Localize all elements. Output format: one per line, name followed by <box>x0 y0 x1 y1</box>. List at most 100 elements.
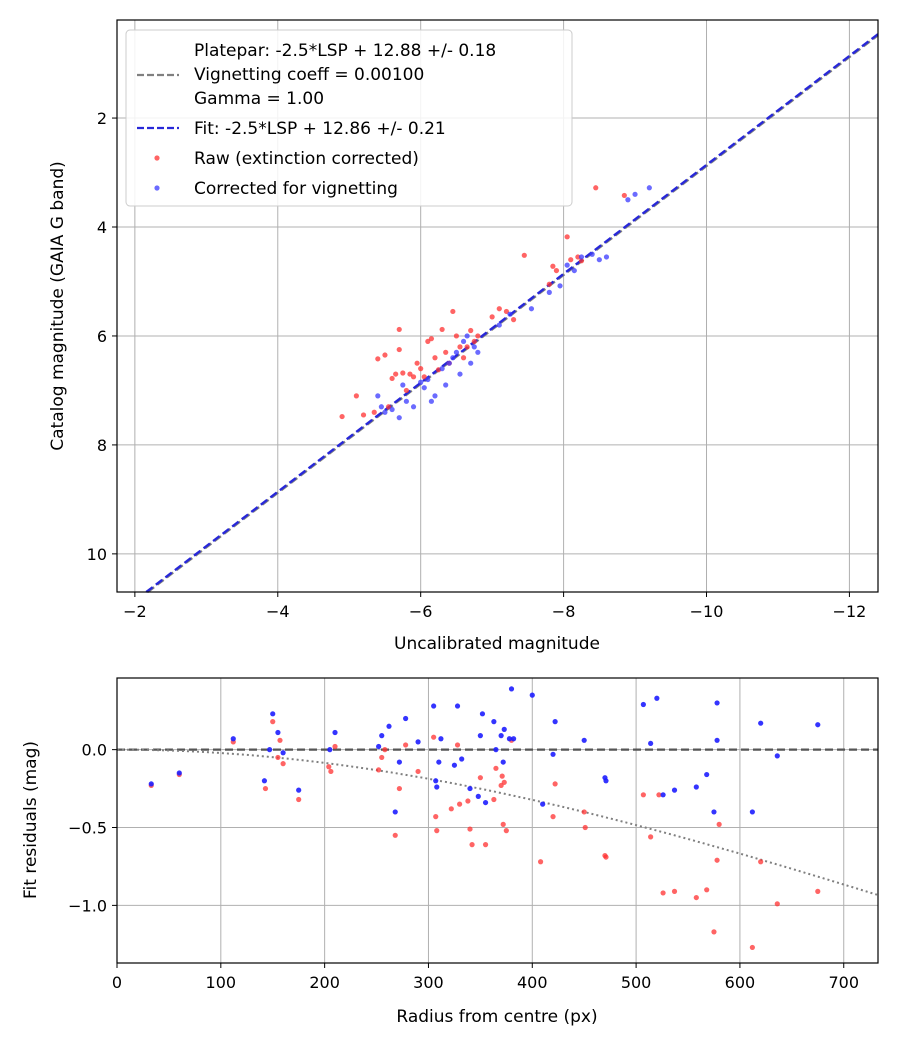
bottom-corrected-point <box>270 711 276 717</box>
bottom-raw-point <box>714 857 720 863</box>
bottom-corrected-point <box>327 747 333 753</box>
top-raw-point <box>353 393 359 399</box>
top-raw-point <box>464 344 470 350</box>
bottom-corrected-point <box>403 715 409 722</box>
bottom-y-ticks: 0.0 −0.5 −1.0 <box>68 741 117 915</box>
bottom-raw-point <box>758 859 764 865</box>
top-x-tick-label: −10 <box>690 602 724 621</box>
top-raw-point <box>621 192 627 199</box>
top-raw-point <box>553 267 560 274</box>
top-corrected-point <box>396 415 402 421</box>
bottom-raw-point <box>382 747 388 753</box>
bottom-corrected-point <box>386 723 392 729</box>
bottom-raw-point <box>671 888 678 894</box>
bottom-corrected-point <box>581 737 587 743</box>
legend-platepar-line-1: Platepar: -2.5*LSP + 12.88 +/- 0.18 <box>194 41 496 61</box>
top-raw-point <box>568 257 574 263</box>
bottom-raw-point <box>415 768 421 775</box>
bottom-corrected-point <box>436 759 442 765</box>
bottom-x-tick-label: 400 <box>517 973 548 992</box>
bottom-raw-point <box>328 768 334 775</box>
top-raw-point <box>443 349 449 355</box>
bottom-corrected-point <box>671 787 678 793</box>
bottom-raw-point <box>660 890 666 896</box>
bottom-corrected-point <box>482 799 489 806</box>
bottom-raw-point <box>457 801 463 807</box>
bottom-raw-point <box>467 826 473 832</box>
top-corrected-point <box>475 349 481 355</box>
bottom-raw-point <box>582 824 588 831</box>
top-raw-point <box>593 185 599 191</box>
top-raw-point <box>503 308 510 315</box>
bottom-corrected-point <box>714 700 720 706</box>
bottom-corrected-point <box>506 736 513 742</box>
legend-corrected-label: Corrected for vignetting <box>194 179 398 199</box>
top-raw-point <box>421 374 427 380</box>
bottom-corrected-point <box>640 701 646 708</box>
top-corrected-point <box>603 254 610 260</box>
bottom-corrected-point <box>508 686 515 692</box>
bottom-raw-point <box>716 821 722 827</box>
top-y-axis-label: Catalog magnitude (GAIA G band) <box>48 161 68 451</box>
top-raw-point <box>475 333 481 339</box>
bottom-raw-point <box>275 754 281 761</box>
bottom-raw-point <box>433 814 439 820</box>
bottom-raw-point <box>270 719 276 725</box>
top-raw-point <box>468 327 474 334</box>
top-corrected-point <box>507 311 513 317</box>
top-raw-point <box>425 338 431 345</box>
bottom-corrected-point <box>540 801 546 807</box>
top-raw-point <box>414 360 420 366</box>
bottom-corrected-point <box>660 792 666 798</box>
bottom-corrected-point <box>433 778 439 784</box>
bottom-corrected-point <box>459 756 465 762</box>
top-y-tick-label: 2 <box>97 109 107 128</box>
bottom-corrected-point <box>475 793 481 799</box>
bottom-raw-point <box>477 775 483 781</box>
top-raw-point <box>407 371 413 377</box>
bottom-raw-point <box>326 764 332 770</box>
bottom-corrected-point <box>774 753 780 759</box>
top-raw-point <box>418 366 424 372</box>
bottom-y-tick-label: −0.5 <box>68 819 107 838</box>
top-raw-point <box>550 263 556 269</box>
bottom-corrected-point <box>477 733 483 739</box>
bottom-raw-point <box>469 842 475 848</box>
bottom-y-tick-label: 0.0 <box>82 741 107 760</box>
bottom-scatter-points <box>148 686 821 951</box>
bottom-corrected-point <box>479 711 486 717</box>
bottom-raw-point <box>454 742 461 748</box>
top-raw-point <box>410 374 417 380</box>
bottom-corrected-point <box>261 778 268 784</box>
residuals-chart: 0 100 200 300 400 500 600 700 0.0 −0.5 −1.0 Radiu… <box>21 677 879 1027</box>
top-raw-point <box>396 326 402 333</box>
bottom-corrected-point <box>529 692 535 698</box>
bottom-raw-point <box>640 792 646 798</box>
top-corrected-point <box>400 382 406 388</box>
top-y-tick-label: 6 <box>97 327 107 346</box>
bottom-raw-point <box>379 754 385 761</box>
bottom-x-tick-label: 700 <box>828 973 859 992</box>
bottom-raw-point <box>500 821 506 827</box>
bottom-reference-lines <box>117 748 878 896</box>
top-raw-point <box>575 254 581 260</box>
bottom-corrected-point <box>603 778 609 784</box>
bottom-corrected-point <box>704 771 710 778</box>
bottom-corrected-point <box>148 781 154 787</box>
top-raw-point <box>396 346 402 353</box>
bottom-raw-point <box>499 773 505 779</box>
bottom-raw-point <box>503 828 509 834</box>
top-raw-point <box>546 281 552 287</box>
bottom-corrected-point <box>415 739 421 745</box>
top-raw-point <box>460 355 467 361</box>
top-corrected-point <box>564 262 570 268</box>
legend-platepar-line-2: Vignetting coeff = 0.00100 <box>194 65 424 85</box>
bottom-corrected-point <box>431 703 437 709</box>
bottom-raw-point <box>465 798 471 804</box>
bottom-corrected-point <box>296 787 302 793</box>
bottom-corrected-point <box>550 751 556 757</box>
bottom-corrected-point <box>758 720 764 726</box>
bottom-corrected-point <box>176 770 182 776</box>
bottom-corrected-point <box>332 729 338 736</box>
bottom-corrected-point <box>491 719 497 725</box>
